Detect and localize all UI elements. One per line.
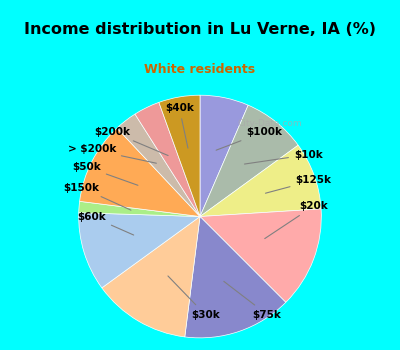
Text: Income distribution in Lu Verne, IA (%): Income distribution in Lu Verne, IA (%) <box>24 22 376 36</box>
Wedge shape <box>117 114 200 217</box>
Wedge shape <box>102 217 200 337</box>
Wedge shape <box>135 102 200 217</box>
Wedge shape <box>185 217 286 338</box>
Text: $125k: $125k <box>266 175 332 193</box>
Wedge shape <box>200 95 248 217</box>
Text: > $200k: > $200k <box>68 145 156 163</box>
Text: $10k: $10k <box>244 150 323 164</box>
Text: $100k: $100k <box>216 127 282 150</box>
Wedge shape <box>200 105 298 217</box>
Text: City-Data.com: City-Data.com <box>237 119 302 128</box>
Wedge shape <box>80 128 200 217</box>
Text: $150k: $150k <box>63 183 131 210</box>
Wedge shape <box>159 95 200 217</box>
Text: $40k: $40k <box>165 103 194 148</box>
Text: White residents: White residents <box>144 63 256 76</box>
Wedge shape <box>200 145 321 217</box>
Wedge shape <box>79 201 200 217</box>
Wedge shape <box>79 213 200 288</box>
Text: $50k: $50k <box>72 162 138 185</box>
Text: $75k: $75k <box>224 281 282 320</box>
Text: $20k: $20k <box>265 201 328 239</box>
Text: $60k: $60k <box>77 211 134 235</box>
Text: $200k: $200k <box>94 127 168 155</box>
Wedge shape <box>200 209 321 302</box>
Text: $30k: $30k <box>168 276 220 320</box>
